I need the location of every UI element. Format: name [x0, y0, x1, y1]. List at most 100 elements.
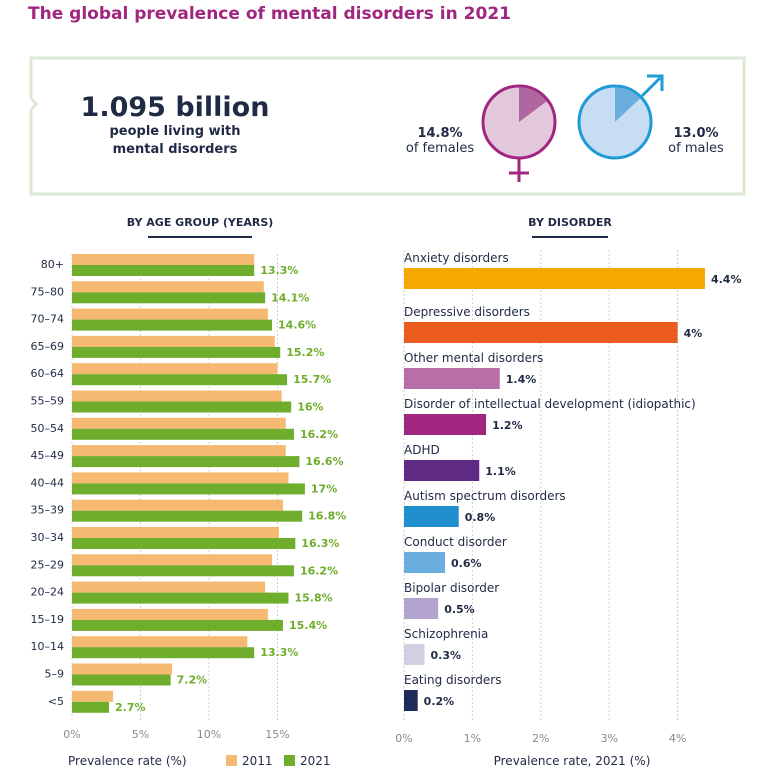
age-category-label: 45–49: [31, 449, 65, 462]
age-data-label: 13.3%: [260, 646, 298, 659]
age-bar-2021: [72, 674, 171, 686]
age-bar-2011: [72, 254, 255, 265]
age-category-label: 65–69: [31, 340, 65, 353]
age-bar-2021: [72, 701, 109, 713]
age-bar-2021: [72, 483, 305, 495]
disorder-category-label: Depressive disorders: [404, 305, 530, 319]
male-symbol-arrow: [640, 76, 662, 98]
age-category-label: 55–59: [31, 395, 65, 408]
age-category-label: 60–64: [31, 367, 65, 380]
age-x-tick-label: 10%: [197, 728, 221, 741]
age-chart-title: BY AGE GROUP (YEARS): [126, 216, 274, 229]
age-category-label: 30–34: [31, 531, 65, 544]
disorder-x-axis-label: Prevalence rate, 2021 (%): [494, 754, 651, 768]
age-bar-2011: [72, 581, 266, 593]
age-data-label: 17%: [311, 482, 337, 495]
age-data-label: 15.7%: [293, 373, 331, 386]
disorder-x-tick-label: 1%: [464, 732, 481, 745]
disorder-data-label: 0.5%: [444, 603, 475, 616]
total-caption-line1: people living with: [109, 124, 241, 139]
disorder-chart: 0% 1% 2% 3% 4% Anxiety disorders 4.4% Depressiv…: [395, 250, 741, 768]
age-bar-2021: [72, 374, 288, 386]
age-x-tick-label: 5%: [132, 728, 149, 741]
age-data-label: 16%: [297, 401, 323, 414]
age-category-label: 50–54: [31, 422, 65, 435]
disorder-x-tick-label: 2%: [532, 732, 549, 745]
age-data-label: 16.2%: [300, 564, 338, 577]
age-bar-2011: [72, 472, 289, 484]
age-category-label: 75–80: [31, 285, 65, 298]
age-category-label: 35–39: [31, 504, 65, 517]
age-data-label: 13.3%: [260, 264, 298, 277]
age-category-label: 70–74: [31, 313, 65, 326]
age-data-label: 16.6%: [305, 455, 343, 468]
legend-swatch-2011: [226, 755, 237, 766]
age-category-label: <5: [48, 695, 64, 708]
legend-swatch-2021: [284, 755, 295, 766]
age-x-tick-label: 15%: [265, 728, 289, 741]
disorder-data-label: 4%: [684, 327, 703, 340]
legend-label-2011: 2011: [242, 754, 273, 768]
disorder-x-tick-label: 4%: [669, 732, 686, 745]
age-bar-2011: [72, 281, 264, 293]
disorder-x-tick-label: 0%: [395, 732, 412, 745]
female-share-value: 14.8%: [417, 126, 463, 141]
disorder-bar: [404, 506, 459, 527]
age-data-label: 15.2%: [286, 346, 324, 359]
age-bar-2021: [72, 456, 300, 468]
age-category-label: 25–29: [31, 558, 65, 571]
disorder-category-label: ADHD: [404, 443, 440, 457]
age-bar-2021: [72, 401, 292, 413]
age-bar-2021: [72, 619, 283, 631]
disorder-bar: [404, 644, 425, 665]
summary-graphic: [29, 56, 746, 196]
age-data-label: 14.6%: [278, 319, 316, 332]
female-share-label: of females: [405, 141, 475, 156]
age-bar-2011: [72, 363, 278, 375]
total-count: 1.095 billion: [80, 92, 270, 123]
age-x-axis-label: Prevalence rate (%): [68, 754, 187, 768]
age-bar-2011: [72, 608, 268, 620]
age-bar-2021: [72, 510, 303, 522]
age-bar-2011: [72, 663, 173, 675]
disorder-data-label: 1.1%: [485, 465, 516, 478]
summary-box: [29, 56, 746, 196]
disorder-data-label: 4.4%: [711, 273, 742, 286]
age-bar-2021: [72, 592, 289, 604]
age-bar-2021: [72, 538, 296, 549]
age-bar-2011: [72, 690, 114, 702]
disorder-bar: [404, 552, 446, 573]
disorder-data-label: 0.6%: [451, 557, 482, 570]
age-bar-2011: [72, 417, 286, 429]
disorder-data-label: 0.8%: [465, 511, 496, 524]
age-bar-2011: [72, 554, 273, 566]
age-category-label: 10–14: [31, 640, 65, 653]
disorder-data-label: 1.4%: [506, 373, 537, 386]
disorder-bar: [404, 690, 418, 711]
disorder-bar: [404, 322, 678, 343]
age-data-label: 16.8%: [308, 510, 346, 523]
age-bar-2021: [72, 647, 255, 659]
age-data-label: 7.2%: [177, 674, 208, 687]
male-symbol-arrowhead: [647, 74, 664, 91]
age-data-label: 15.8%: [294, 592, 332, 605]
disorder-category-label: Disorder of intellectual development (id…: [404, 397, 696, 411]
age-data-label: 2.7%: [115, 701, 146, 714]
age-data-label: 16.3%: [301, 537, 339, 550]
age-chart-title-underline: [148, 236, 252, 238]
age-bar-2011: [72, 445, 286, 457]
disorder-x-tick-label: 3%: [600, 732, 617, 745]
age-bar-2021: [72, 428, 294, 440]
age-bar-2021: [72, 292, 266, 304]
age-bar-2011: [72, 335, 275, 347]
total-caption-line2: mental disorders: [112, 142, 238, 157]
disorder-chart-title-underline: [532, 236, 608, 238]
page-title: The global prevalence of mental disorder…: [28, 4, 511, 24]
disorder-category-label: Conduct disorder: [404, 535, 507, 549]
female-pie-slice: [519, 87, 547, 122]
age-bar-2021: [72, 319, 273, 331]
disorder-category-label: Autism spectrum disorders: [404, 489, 566, 503]
male-share-label: of males: [668, 141, 724, 156]
disorder-data-label: 1.2%: [492, 419, 523, 432]
